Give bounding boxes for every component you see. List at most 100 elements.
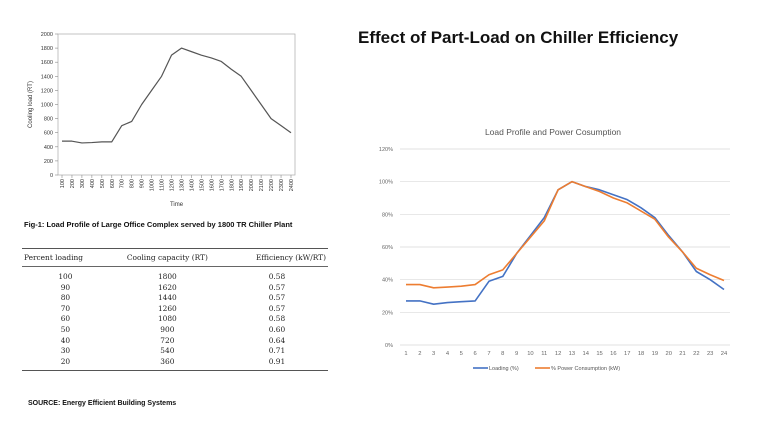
table-cell: 0.58 bbox=[268, 272, 286, 281]
x-tick-label: 2100 bbox=[259, 179, 265, 191]
y-tick-label: 0 bbox=[50, 173, 53, 179]
part-load-table: Percent loading Cooling capacity (RT) Ef… bbox=[22, 248, 328, 372]
table-cell: 20 bbox=[60, 356, 71, 366]
x-tick-label: 100 bbox=[60, 179, 66, 188]
table-row: 30 540 0.71 bbox=[22, 346, 328, 357]
table-row: 50 900 0.60 bbox=[22, 325, 328, 336]
plot-frame bbox=[57, 33, 296, 176]
cooling-load-chart: 0 200 400 600 800 1000 1200 1400 1600 1800 2000 100… bbox=[28, 32, 296, 208]
y-tick-label: 0% bbox=[385, 343, 393, 349]
x-tick-label: 5 bbox=[460, 351, 463, 357]
x-tick-label: 13 bbox=[569, 351, 575, 357]
series-line bbox=[406, 180, 725, 305]
y-tick-label: 40% bbox=[382, 278, 393, 284]
x-tick-label: 4 bbox=[446, 351, 450, 357]
y-tick-label: 60% bbox=[382, 245, 393, 251]
y-tick-label: 80% bbox=[382, 212, 393, 218]
y-tick-label: 1400 bbox=[41, 74, 53, 80]
col-header: Percent loading bbox=[22, 248, 109, 267]
table-cell: 1800 bbox=[157, 272, 177, 281]
table-cell: 1440 bbox=[157, 293, 177, 303]
table-row: 20 360 0.91 bbox=[22, 357, 328, 371]
table-cell: 0.71 bbox=[268, 346, 286, 356]
y-tick-label: 20% bbox=[382, 310, 393, 316]
y-tick-label: 100% bbox=[379, 180, 393, 186]
x-tick-label: 7 bbox=[487, 351, 490, 357]
table-cell: 60 bbox=[60, 314, 71, 324]
x-tick-label: 1500 bbox=[199, 179, 205, 191]
y-tick-label: 400 bbox=[44, 145, 53, 151]
col-header: Cooling capacity (RT) bbox=[108, 248, 226, 267]
x-tick-label: 6 bbox=[474, 351, 477, 357]
x-tick-label: 12 bbox=[555, 351, 561, 357]
table-row: 60 1080 0.58 bbox=[22, 314, 328, 325]
x-tick-label: 1900 bbox=[239, 179, 245, 191]
x-tick-label: 2200 bbox=[269, 179, 275, 191]
table-cell: 1260 bbox=[157, 303, 177, 313]
y-tick-label: 1800 bbox=[41, 46, 53, 52]
y-tick-label: 800 bbox=[44, 117, 53, 123]
table-row: 70 1260 0.57 bbox=[22, 304, 328, 315]
table-cell: 0.60 bbox=[268, 324, 286, 334]
x-tick-label: 17 bbox=[624, 351, 630, 357]
y-tick-label: 200 bbox=[44, 159, 53, 165]
x-tick-label: 11 bbox=[541, 351, 547, 357]
x-tick-label: 700 bbox=[120, 179, 126, 188]
table-cell: 900 bbox=[160, 324, 175, 334]
x-tick-label: 22 bbox=[693, 351, 699, 357]
chart-title: Load Profile and Power Cosumption bbox=[485, 127, 621, 137]
x-tick-label: 1600 bbox=[209, 179, 215, 191]
legend-label: % Power Consumption (kW) bbox=[551, 366, 620, 372]
x-tick-label: 10 bbox=[527, 351, 533, 357]
slide-title: Effect of Part-Load on Chiller Efficienc… bbox=[358, 28, 679, 47]
x-tick-label: 1 bbox=[404, 351, 407, 357]
legend-label: Loading (%) bbox=[489, 366, 519, 372]
x-tick-label: 2300 bbox=[279, 179, 285, 191]
table-cell: 1080 bbox=[157, 314, 177, 324]
x-tick-label: 2400 bbox=[289, 179, 295, 191]
source-note: SOURCE: Energy Efficient Building System… bbox=[28, 400, 177, 407]
table-cell: 50 bbox=[60, 324, 71, 334]
figure-caption: Fig-1: Load Profile of Large Office Comp… bbox=[24, 220, 293, 229]
col-header: Efficiency (kW/RT) bbox=[225, 248, 328, 267]
y-tick-label: 1600 bbox=[41, 60, 53, 66]
x-tick-label: 1100 bbox=[160, 179, 166, 191]
table-cell: 0.57 bbox=[268, 303, 286, 313]
table-row: 90 1620 0.57 bbox=[22, 283, 328, 294]
table-cell: 90 bbox=[60, 282, 71, 292]
x-tick-label: 1700 bbox=[219, 179, 225, 191]
y-tick-label: 120% bbox=[379, 147, 393, 153]
y-tick-label: 2000 bbox=[41, 32, 53, 38]
x-axis-label: Time bbox=[170, 202, 184, 208]
table-cell: 30 bbox=[60, 346, 71, 356]
x-tick-label: 500 bbox=[100, 179, 106, 188]
table-row: 100 1800 0.58 bbox=[22, 267, 328, 283]
table-cell: 100 bbox=[58, 272, 73, 281]
y-tick-label: 1200 bbox=[41, 88, 53, 94]
x-tick-label: 2 bbox=[418, 351, 421, 357]
series-line bbox=[406, 180, 725, 289]
table-cell: 0.58 bbox=[268, 314, 286, 324]
x-tick-label: 1300 bbox=[179, 179, 185, 191]
x-tick-label: 14 bbox=[583, 351, 590, 357]
x-tick-label: 15 bbox=[596, 351, 602, 357]
table-cell: 70 bbox=[60, 303, 71, 313]
table-cell: 0.64 bbox=[268, 335, 286, 345]
y-tick-label: 1000 bbox=[41, 103, 53, 109]
x-tick-label: 3 bbox=[432, 351, 435, 357]
x-tick-label: 800 bbox=[130, 179, 136, 188]
table-cell: 0.57 bbox=[268, 293, 286, 303]
x-tick-label: 1000 bbox=[150, 179, 156, 191]
x-tick-label: 1400 bbox=[189, 179, 195, 191]
x-tick-label: 18 bbox=[638, 351, 644, 357]
table-cell: 1620 bbox=[157, 282, 177, 292]
y-tick-label: 600 bbox=[44, 131, 53, 137]
table-cell: 40 bbox=[60, 335, 71, 345]
table-cell: 540 bbox=[160, 346, 175, 356]
table-cell: 360 bbox=[160, 356, 175, 366]
x-tick-label: 1800 bbox=[229, 179, 235, 191]
x-tick-label: 200 bbox=[70, 179, 76, 188]
x-tick-label: 900 bbox=[140, 179, 146, 188]
table-row: 40 720 0.64 bbox=[22, 336, 328, 347]
x-tick-label: 9 bbox=[515, 351, 518, 357]
